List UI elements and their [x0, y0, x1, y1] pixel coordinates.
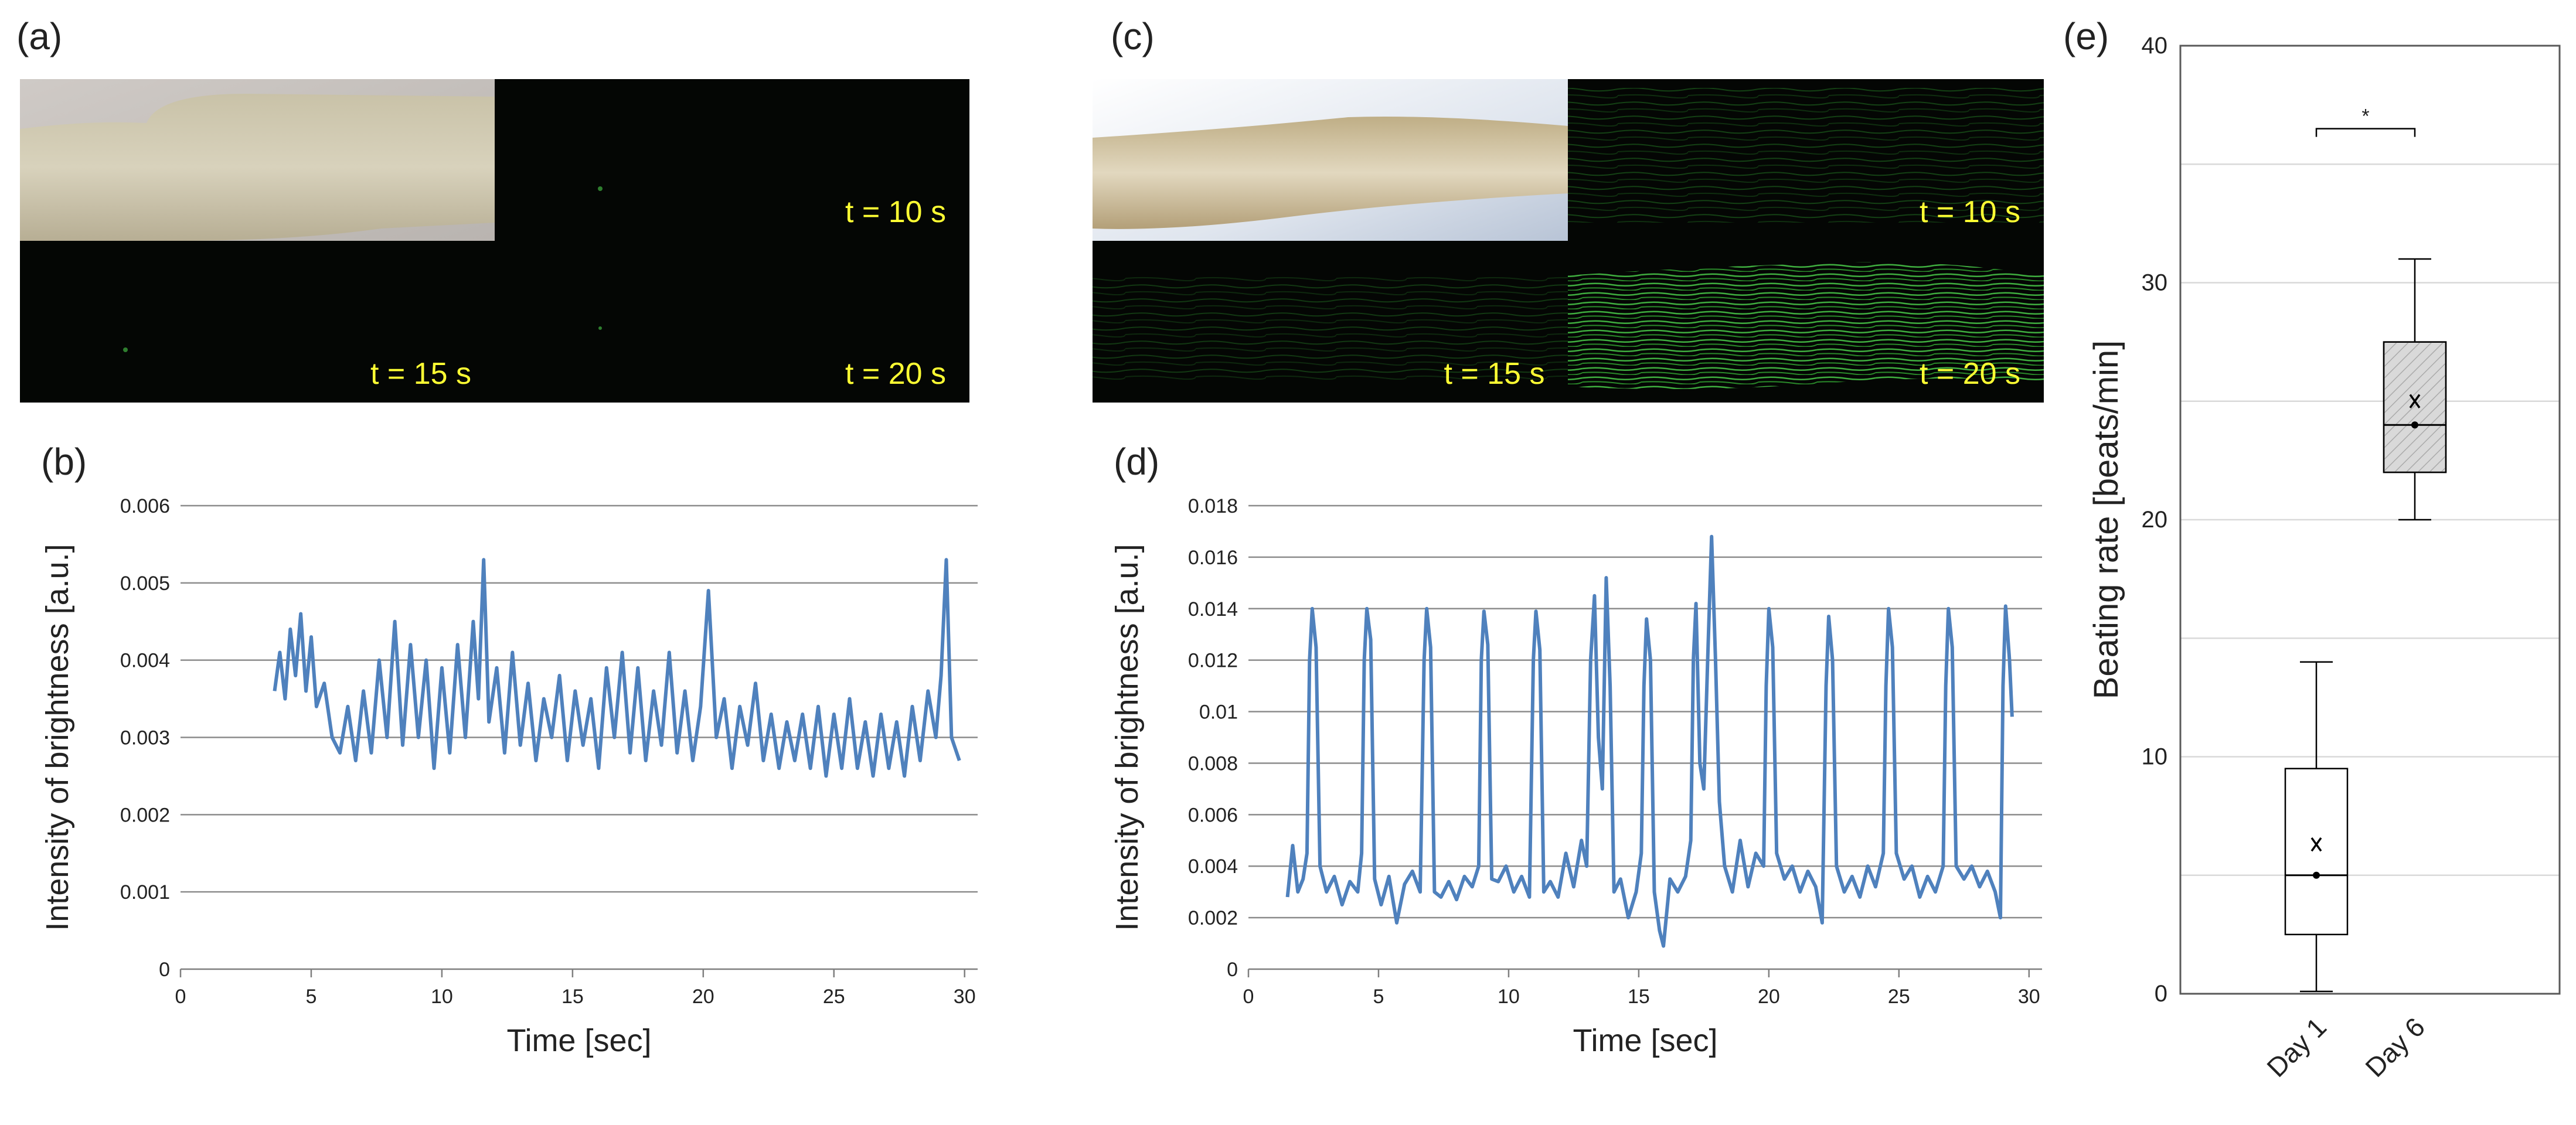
x-tick-label: 10 [1498, 986, 1520, 1008]
y-tick-label: 0.014 [1188, 598, 1238, 621]
fluorescence-image [1093, 275, 1568, 381]
x-tick-label: 20 [692, 986, 714, 1008]
speck [123, 347, 128, 352]
y-tick-label: 0.002 [120, 804, 170, 826]
x-tick-label: 20 [1758, 986, 1780, 1008]
y-tick-label: 0.002 [1188, 907, 1238, 929]
x-tick-label: 10 [431, 986, 453, 1008]
image-panel-c [1093, 79, 2044, 403]
panel-label: (d) [1114, 441, 1159, 483]
y-tick-label: 30 [2142, 270, 2168, 296]
median-dot [2411, 421, 2418, 429]
x-axis-label: Time [sec] [506, 1023, 651, 1058]
y-tick-label: 20 [2142, 507, 2168, 533]
mean-marker [2409, 394, 2421, 408]
image-label: t = 20 s [845, 357, 946, 391]
tissue [20, 94, 495, 241]
x-tick-label: 5 [305, 986, 317, 1008]
image-label: t = 20 s [1920, 357, 2020, 391]
y-tick-label: 0.004 [120, 650, 170, 672]
y-axis-label: Intensity of brightness [a.u.] [40, 544, 75, 930]
y-tick-label: 0 [159, 959, 170, 981]
y-tick-label: 0.016 [1188, 547, 1238, 569]
x-tick-label: 15 [1628, 986, 1650, 1008]
box-hatch [2383, 341, 2447, 473]
x-tick-label: 5 [1373, 986, 1384, 1008]
image-label: t = 10 s [845, 195, 946, 229]
y-tick-label: 0.003 [120, 727, 170, 749]
panel-label: (e) [2063, 15, 2109, 57]
x-tick-label: 15 [562, 986, 584, 1008]
y-tick-label: 0.01 [1199, 701, 1238, 724]
fluorescence-image [1568, 88, 2044, 223]
y-axis-label: Intensity of brightness [a.u.] [1110, 544, 1145, 930]
x-tick-label: 0 [1243, 986, 1254, 1008]
y-tick-label: 0.006 [120, 495, 170, 517]
speck [598, 186, 603, 191]
fluorescence-image [1568, 262, 2044, 389]
mean-marker [2310, 837, 2322, 852]
image-label: t = 15 s [1444, 357, 1545, 391]
significance-label: * [2361, 105, 2369, 128]
y-tick-label: 10 [2142, 744, 2168, 770]
panel-label: (b) [41, 441, 87, 483]
y-tick-label: 0.008 [1188, 752, 1238, 775]
x-axis-label: Time [sec] [1573, 1023, 1717, 1058]
panel-label: (a) [16, 15, 62, 57]
y-tick-label: 0.005 [120, 572, 170, 595]
tissue [1093, 117, 1568, 229]
x-tick-label: 25 [823, 986, 845, 1008]
speck [598, 326, 602, 330]
significance-bracket [2315, 128, 2416, 137]
x-tick-label: Day 6 [2359, 1011, 2431, 1083]
y-tick-label: 0.004 [1188, 855, 1238, 878]
y-tick-label: 0 [1227, 959, 1238, 981]
y-tick-label: 40 [2142, 33, 2168, 59]
x-tick-label: 30 [2018, 986, 2040, 1008]
image-label: t = 10 s [1920, 195, 2020, 229]
panel-label: (c) [1111, 15, 1155, 57]
box [2284, 768, 2349, 936]
y-tick-label: 0.018 [1188, 495, 1238, 517]
x-tick-label: 0 [175, 986, 186, 1008]
data-line [1285, 534, 2014, 948]
y-tick-label: 0.006 [1188, 804, 1238, 826]
y-tick-label: 0 [2155, 981, 2167, 1007]
y-tick-label: 0.012 [1188, 650, 1238, 672]
image-label: t = 15 s [370, 357, 471, 391]
y-tick-label: 0.001 [120, 881, 170, 904]
x-tick-label: 30 [954, 986, 976, 1008]
data-line [273, 558, 961, 778]
y-axis-label: Beating rate [beats/min] [2087, 340, 2125, 700]
plot-frame [2179, 45, 2561, 995]
median-dot [2313, 871, 2320, 879]
image-panel-a [20, 79, 969, 403]
x-tick-label: Day 1 [2261, 1011, 2332, 1083]
x-tick-label: 25 [1888, 986, 1910, 1008]
